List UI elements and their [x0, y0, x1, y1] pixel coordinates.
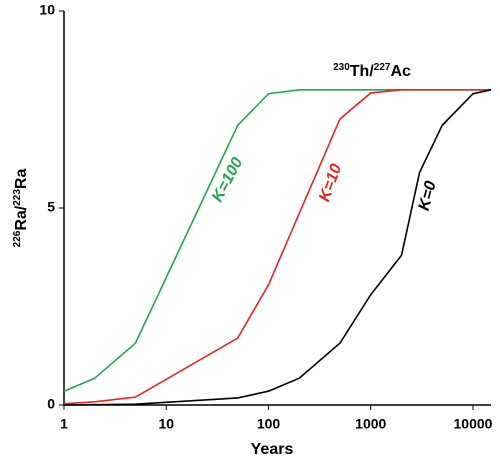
- y-axis-label: 226Ra/223Ra: [12, 169, 31, 248]
- annotation-text: Ac: [390, 63, 411, 80]
- annotation-sup: 227: [374, 62, 391, 73]
- series-line: [63, 89, 492, 406]
- x-axis-label: Years: [251, 441, 294, 458]
- x-tick-label: 10: [158, 416, 174, 432]
- y-tick-label: 0: [47, 396, 55, 412]
- series-label: K=100: [209, 155, 246, 205]
- series-line: [63, 89, 491, 405]
- y-label-sup: 226: [12, 230, 23, 247]
- y-tick-label: 10: [39, 2, 55, 18]
- y-label-text: Ra: [13, 169, 30, 190]
- series-label: K=0: [416, 179, 440, 212]
- x-tick-label: 1: [60, 416, 68, 432]
- x-tick-label: 1000: [355, 416, 386, 432]
- x-tick-label: 100: [257, 416, 281, 432]
- annotation: 230Th/227Ac: [333, 62, 411, 81]
- y-tick-label: 5: [47, 199, 55, 215]
- annotation-sup: 230: [333, 62, 350, 73]
- series-line: [63, 89, 491, 392]
- series-label: K=10: [316, 162, 345, 204]
- y-label-sup: 223: [12, 189, 23, 206]
- x-tick-label: 10000: [454, 416, 493, 432]
- y-label-text: Ra/: [13, 205, 30, 230]
- annotation-text: Th/: [350, 63, 375, 80]
